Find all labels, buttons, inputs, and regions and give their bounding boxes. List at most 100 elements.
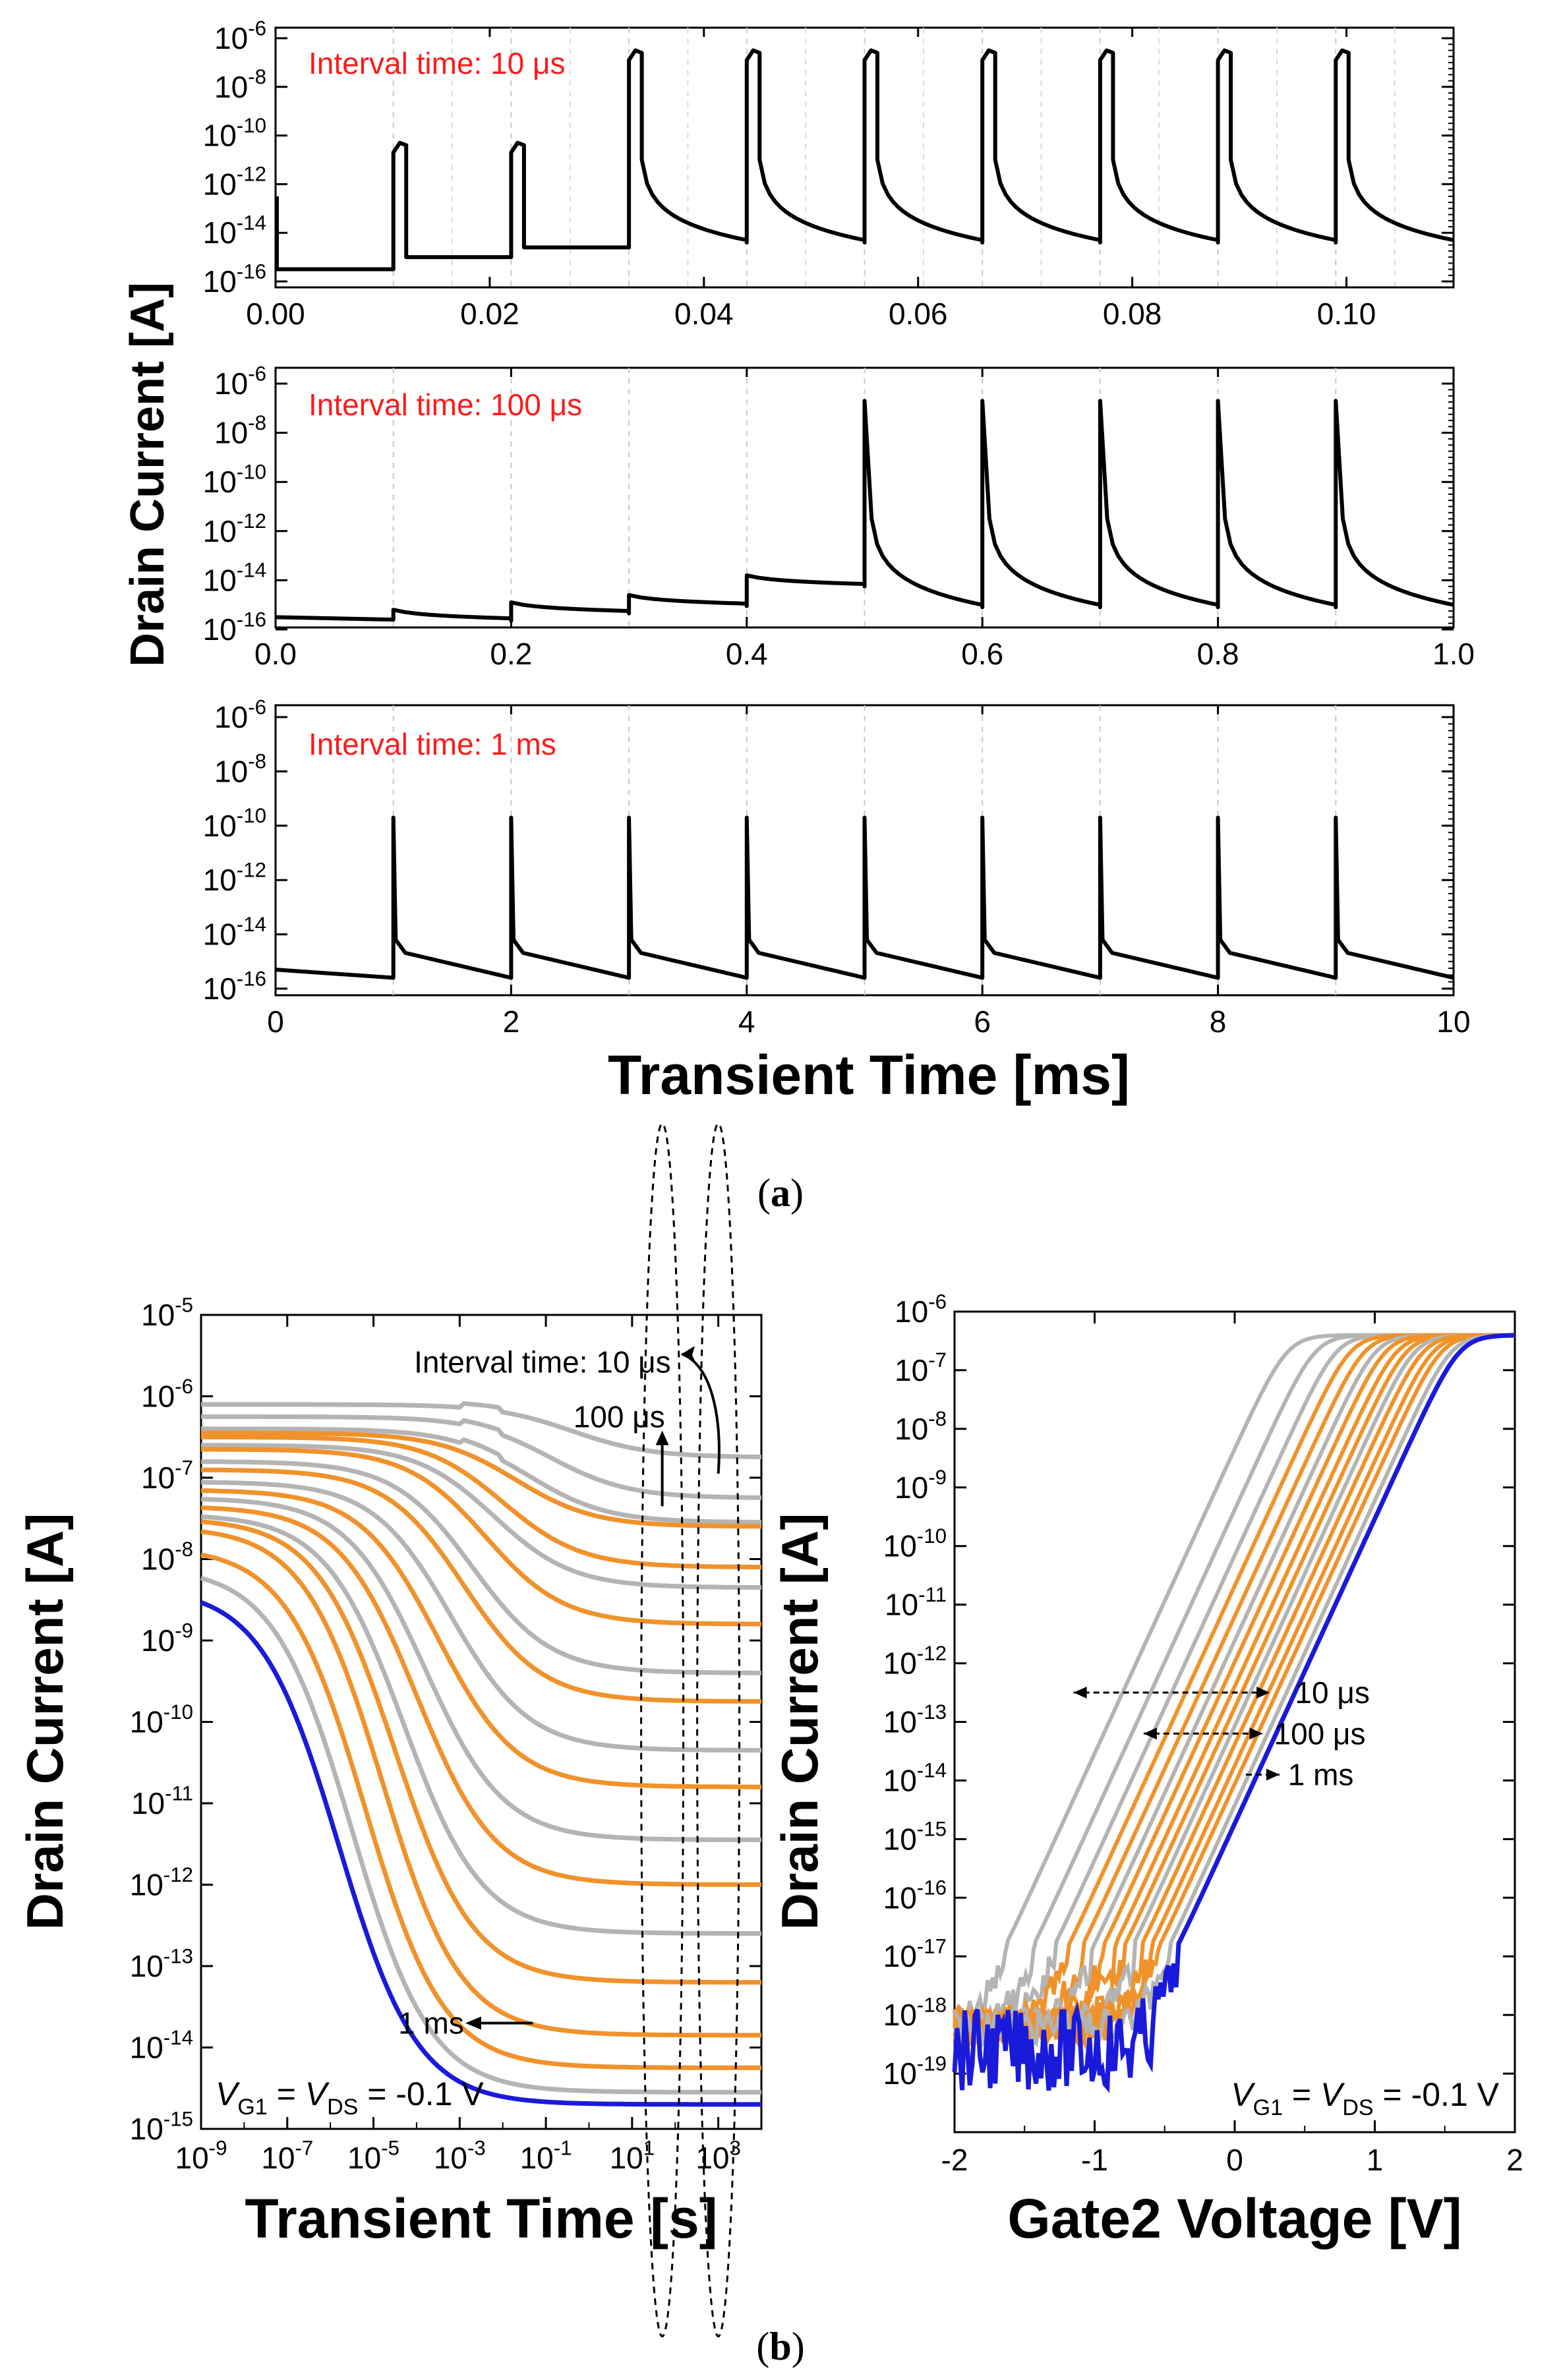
a1-ytick-label-1-exp: -14 [237, 212, 266, 235]
b1-series-2 [201, 1426, 762, 1525]
b1-ytick-label-3: 10-12 [130, 1863, 193, 1902]
b2-ytick-label-3-base: 10 [883, 1880, 917, 1915]
b1-xtick-label-4: 10-1 [520, 2136, 572, 2175]
b1-xtick-label-5: 101 [610, 2136, 655, 2175]
b1-ytick-label-0-exp: -15 [163, 2107, 193, 2130]
b2-ytick-label-1-exp: -18 [917, 1993, 947, 2016]
a2-xtick-label-1: 0.2 [490, 637, 532, 671]
a2-xtick-label-4: 0.8 [1197, 637, 1239, 671]
b1-series-18 [200, 1600, 761, 2107]
b1-series-13 [200, 1514, 761, 1936]
a1-ytick-label-3-base: 10 [203, 119, 237, 153]
b2-xtick-label-2: 0 [1226, 2143, 1243, 2177]
a1-ytick-label-4-exp: -8 [248, 65, 266, 88]
a3-ytick-label-4-exp: -8 [248, 750, 266, 773]
b1-ytick-label-3-exp: -12 [163, 1863, 193, 1886]
b1-condition-part-0: V [216, 2075, 241, 2112]
b1-ytick-label-6-exp: -9 [175, 1619, 193, 1642]
b1-xtick-label-3-base: 10 [434, 2141, 467, 2175]
a2-ytick-label-2-exp: -12 [237, 509, 266, 533]
b1-ytick-label-7: 10-8 [141, 1538, 193, 1577]
a3-ytick-label-3-exp: -10 [237, 804, 266, 827]
b1-series-16 [200, 1552, 761, 2070]
a3-ytick-label-1-base: 10 [203, 917, 237, 952]
b2-xtick-label-4: 2 [1506, 2143, 1523, 2177]
b2-condition-part-3: V [1320, 2076, 1345, 2113]
b2-condition-part-4: DS [1342, 2095, 1373, 2120]
b1-xtick-label-1-exp: -7 [295, 2136, 313, 2159]
a2-ytick-label-1: 10-14 [203, 559, 266, 598]
a3-xtick-label-0: 0 [267, 1004, 284, 1039]
b1-series-10 [200, 1488, 761, 1789]
b2-ytick-label-0-base: 10 [883, 2056, 917, 2091]
b2-ytick-label-7-exp: -12 [917, 1642, 947, 1665]
b1-ytick-label-4-exp: -11 [165, 1782, 193, 1805]
b2-arrow-100us-head-left [1143, 1727, 1157, 1740]
b2-ytick-label-3-exp: -16 [917, 1876, 947, 1900]
b2-ytick-label-4: 10-15 [883, 1818, 947, 1857]
b2-ytick-label-12: 10-7 [895, 1349, 947, 1387]
a3-annotation: Interval time: 1 ms [309, 727, 556, 761]
b1-ytick-label-8-exp: -7 [175, 1456, 193, 1479]
b2-ytick-label-2: 10-17 [883, 1935, 947, 1974]
b1-xtick-label-2-base: 10 [347, 2141, 381, 2175]
b2-ytick-label-13-base: 10 [895, 1294, 928, 1329]
a3-ytick-label-5: 10-6 [214, 695, 266, 734]
b1-ytick-label-8-base: 10 [141, 1461, 175, 1495]
b2-arrow-100us-head-right [1249, 1727, 1263, 1740]
a1-ytick-label-5-base: 10 [214, 21, 248, 55]
b1-series-3 [201, 1430, 761, 1529]
b2-ytick-label-9-base: 10 [883, 1529, 917, 1563]
b2-xtick-label-3: 1 [1367, 2143, 1384, 2177]
a1-xtick-label-1: 0.02 [460, 297, 519, 331]
b2-ytick-label-2-base: 10 [883, 1939, 917, 1973]
b2-ytick-label-7-base: 10 [883, 1646, 917, 1681]
b2-ytick-label-10-exp: -9 [928, 1466, 947, 1489]
a-ylabel: Drain Current [A] [121, 282, 174, 667]
panel-b-label: (b) [756, 2325, 804, 2368]
b1-ytick-label-6: 10-9 [141, 1619, 193, 1658]
a2-xtick-label-3: 0.6 [961, 637, 1003, 671]
b1-xtick-label-1: 10-7 [261, 2136, 313, 2175]
b2-ytick-label-13: 10-6 [895, 1290, 947, 1329]
b1-xtick-label-4-exp: -1 [554, 2136, 572, 2159]
a1-ytick-label-1-base: 10 [203, 216, 237, 250]
b2-ytick-label-5: 10-14 [883, 1759, 947, 1798]
b1-series-11 [200, 1497, 761, 1842]
b1-ytick-label-0-base: 10 [130, 2112, 163, 2146]
b2-ytick-label-2-exp: -17 [917, 1935, 947, 1958]
b2-ytick-label-4-base: 10 [883, 1822, 917, 1856]
b2-series-0 [953, 1333, 1515, 2028]
a2-ytick-label-3-exp: -10 [237, 461, 266, 484]
b1-ytick-label-1-base: 10 [130, 2031, 163, 2065]
b1-xtick-label-5-exp: 1 [643, 2136, 655, 2159]
a2-ytick-label-1-base: 10 [203, 563, 237, 597]
b1-series-12 [200, 1505, 761, 1887]
b2-arrow-10us-head-right [1256, 1687, 1270, 1699]
b2-annotation-100us: 100 μs [1274, 1716, 1366, 1751]
a2-ytick-label-5: 10-6 [214, 362, 266, 401]
b1-ytick-label-10: 10-5 [141, 1293, 193, 1332]
b1-series-15 [200, 1529, 761, 2038]
b2-ytick-label-0: 10-19 [883, 2052, 947, 2091]
a2-ytick-label-4-base: 10 [214, 416, 248, 450]
b2-ytick-label-11: 10-8 [895, 1407, 947, 1446]
b2-series-14 [952, 1333, 1516, 2093]
a3-xtick-label-2: 4 [738, 1004, 755, 1039]
a2-ytick-label-2-base: 10 [203, 514, 237, 548]
a3-ytick-label-5-base: 10 [214, 700, 248, 734]
a1-ytick-label-0-base: 10 [203, 264, 237, 299]
b2-ytick-label-1-base: 10 [883, 1998, 917, 2032]
a2-ytick-label-3-base: 10 [203, 465, 237, 499]
a3-ytick-label-2: 10-12 [203, 859, 266, 898]
b2-xtick-label-0: -2 [941, 2143, 968, 2177]
b1-xtick-label-1-base: 10 [261, 2141, 295, 2175]
a3-ytick-label-0-exp: -16 [237, 967, 266, 990]
b1-series-1 [201, 1414, 762, 1500]
b1-xtick-label-2: 10-5 [347, 2136, 399, 2175]
b2-ytick-label-12-exp: -7 [928, 1349, 947, 1372]
a2-ytick-label-3: 10-10 [203, 461, 266, 500]
a2-ytick-label-0-exp: -16 [237, 608, 266, 631]
b1-xtick-label-3: 10-3 [434, 2136, 486, 2175]
